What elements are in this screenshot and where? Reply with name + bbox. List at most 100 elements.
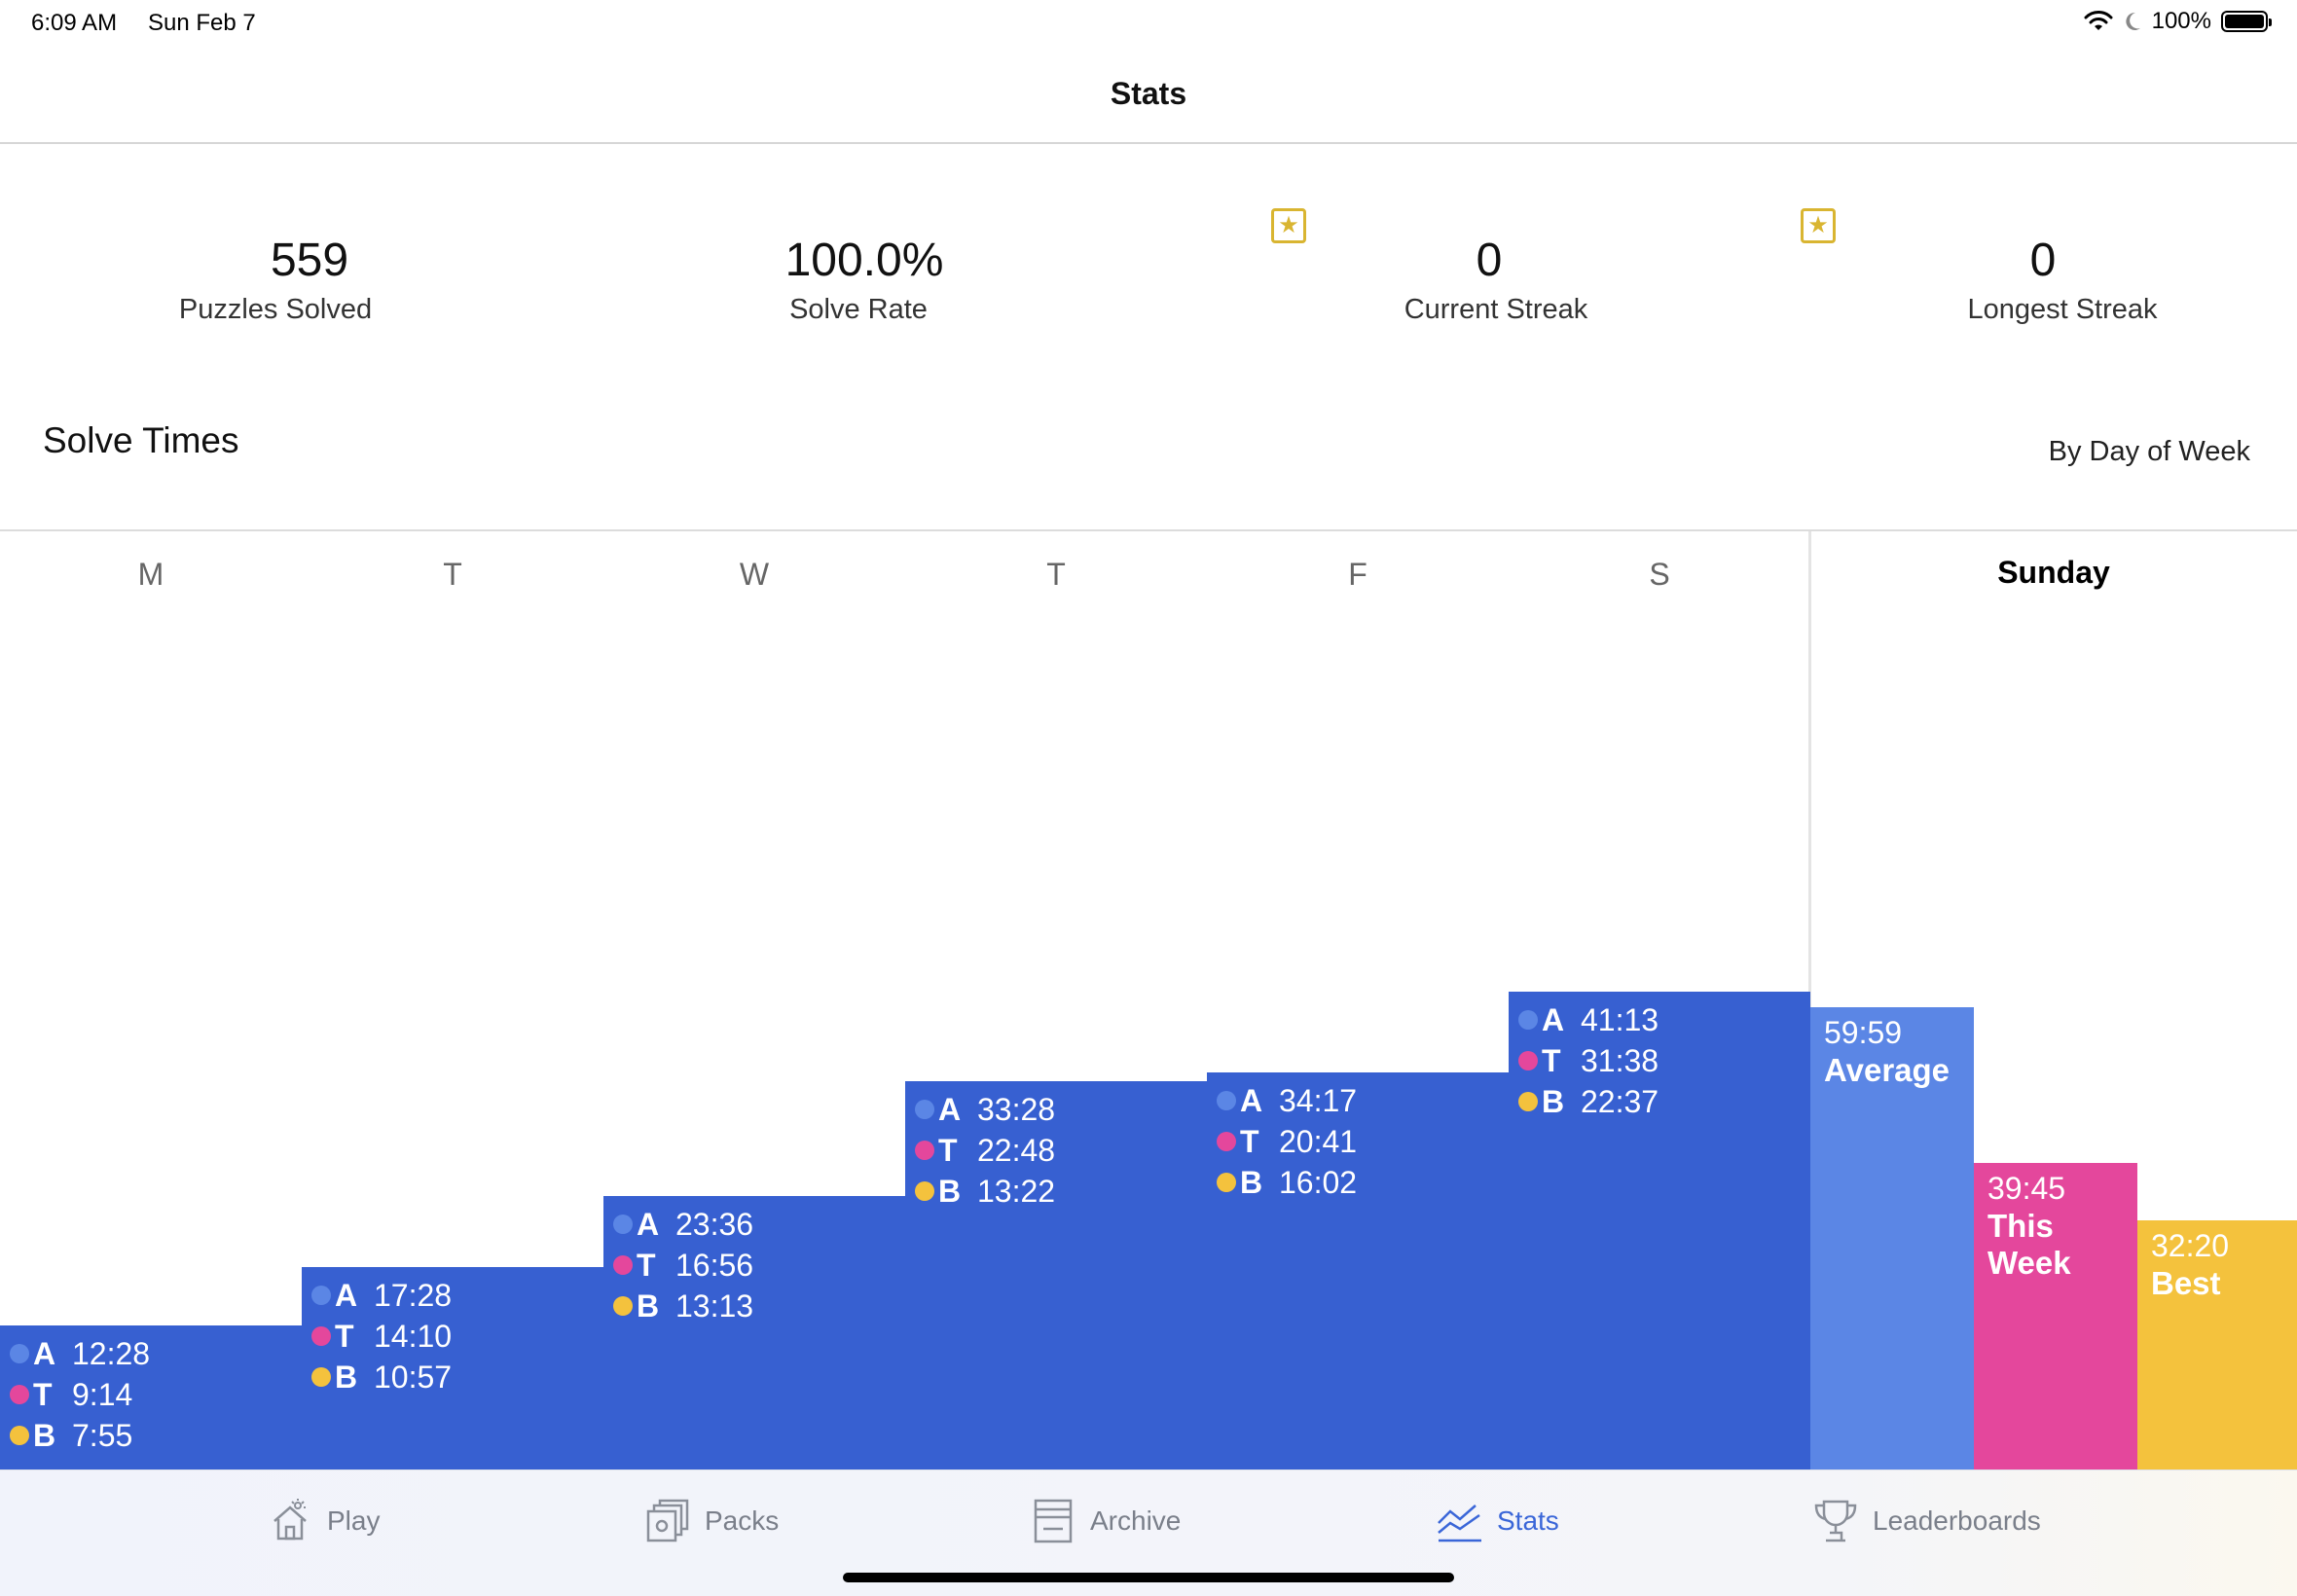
stat-row-this-week: T 9:14: [10, 1374, 150, 1415]
tab-play[interactable]: Play: [267, 1496, 380, 1546]
sunday-best-bar[interactable]: 32:20 Best: [2137, 1220, 2297, 1469]
legend-dot-icon: [1518, 1092, 1538, 1111]
legend-dot-icon: [10, 1426, 29, 1445]
stat-letter: T: [1542, 1042, 1561, 1078]
day-bar[interactable]: A 33:28 T 22:48 B 13:22: [905, 1081, 1207, 1469]
day-label[interactable]: S: [1649, 557, 1670, 592]
day-bar[interactable]: A 17:28 T 14:10 B 10:57: [302, 1267, 603, 1469]
stat-label: Solve Rate: [789, 294, 928, 325]
stat-letter: A: [33, 1335, 56, 1371]
stat-letter: A: [637, 1206, 660, 1242]
home-indicator: [843, 1573, 1454, 1582]
star-icon: ★: [1801, 208, 1836, 243]
stat-value: 559: [270, 235, 349, 286]
battery-icon: [2221, 11, 2272, 32]
legend-dot-icon: [915, 1181, 934, 1201]
stat-row-average: A 33:28: [915, 1089, 1055, 1130]
stats-icon: [1438, 1505, 1481, 1542]
tab-label: Archive: [1090, 1505, 1182, 1536]
stat-row-this-week: T 31:38: [1518, 1040, 1659, 1081]
sunday-this-week-label: This Week: [1987, 1208, 2071, 1281]
divider: [0, 529, 2297, 531]
legend-dot-icon: [613, 1215, 633, 1234]
bar-stats: A 17:28 T 14:10 B 10:57: [311, 1275, 452, 1397]
tab-leaderboards[interactable]: Leaderboards: [1812, 1496, 2041, 1546]
stat-letter: T: [938, 1132, 958, 1168]
legend-dot-icon: [1217, 1173, 1236, 1192]
tab-stats[interactable]: Stats: [1437, 1496, 1559, 1546]
stat-row-this-week: T 20:41: [1217, 1121, 1357, 1162]
stat-row-this-week: T 22:48: [915, 1130, 1055, 1171]
stat-time: 16:02: [1279, 1164, 1358, 1200]
tab-label: Play: [327, 1505, 381, 1536]
stat-row-best: B 22:37: [1518, 1081, 1659, 1122]
solve-times-chart: Sunday 59:59 Average 39:45 This Week 32:…: [0, 531, 2297, 1469]
status-time: 6:09 AM: [31, 10, 118, 36]
sunday-best-label: Best: [2151, 1265, 2221, 1301]
tab-label: Leaderboards: [1873, 1505, 2041, 1536]
stat-value: 0: [2029, 235, 2057, 286]
legend-dot-icon: [613, 1296, 633, 1316]
tab-label: Packs: [705, 1505, 780, 1536]
wifi-icon: [2084, 11, 2113, 30]
sunday-best-time: 32:20: [2151, 1228, 2230, 1263]
page-title: Stats: [1110, 76, 1187, 111]
bar-stats: A 23:36 T 16:56 B 13:13: [613, 1204, 753, 1326]
nav-bar: Stats: [0, 47, 2297, 144]
section-title: Solve Times: [43, 420, 239, 460]
stat-letter: B: [33, 1417, 56, 1453]
star-icon: ★: [1271, 208, 1306, 243]
legend-dot-icon: [915, 1100, 934, 1119]
day-label[interactable]: W: [739, 557, 770, 592]
stat-row-average: A 34:17: [1217, 1080, 1357, 1121]
legend-dot-icon: [311, 1367, 331, 1387]
bar-stats: A 34:17 T 20:41 B 16:02: [1217, 1080, 1357, 1203]
stat-row-best: B 7:55: [10, 1415, 150, 1456]
stat-row-best: B 13:13: [613, 1286, 753, 1326]
stat-row-best: B 13:22: [915, 1171, 1055, 1212]
stat-row-this-week: T 14:10: [311, 1316, 452, 1357]
stat-current-streak: 0 Current Streak: [1253, 232, 1739, 329]
status-bar: 6:09 AM Sun Feb 7 100%: [0, 0, 2297, 47]
stat-time: 12:28: [72, 1335, 151, 1371]
day-bar[interactable]: A 23:36 T 16:56 B 13:13: [603, 1196, 905, 1469]
legend-dot-icon: [10, 1344, 29, 1363]
stat-value: 0: [1476, 235, 1503, 286]
packs-icon: [646, 1499, 689, 1542]
archive-icon: [1034, 1499, 1073, 1543]
day-bar[interactable]: A 12:28 T 9:14 B 7:55: [0, 1325, 302, 1469]
sunday-average-bar[interactable]: 59:59 Average: [1810, 1007, 1974, 1469]
sunday-this-week-text: 39:45 This Week: [1987, 1169, 2104, 1282]
day-label[interactable]: M: [137, 557, 164, 592]
day-label[interactable]: T: [1046, 557, 1066, 592]
stat-time: 22:48: [977, 1132, 1056, 1168]
day-bar[interactable]: A 41:13 T 31:38 B 22:37: [1509, 992, 1810, 1469]
sunday-this-week-time: 39:45: [1987, 1171, 2066, 1206]
legend-dot-icon: [311, 1286, 331, 1305]
moon-icon: [2125, 12, 2140, 30]
tab-archive[interactable]: Archive: [1030, 1496, 1181, 1546]
stat-letter: B: [335, 1359, 358, 1395]
view-mode-selector[interactable]: By Day of Week: [2048, 436, 2250, 467]
sunday-this-week-bar[interactable]: 39:45 This Week: [1974, 1163, 2137, 1469]
tab-label: Stats: [1497, 1505, 1559, 1536]
day-label[interactable]: F: [1348, 557, 1367, 592]
stat-time: 41:13: [1581, 1001, 1659, 1037]
stat-letter: T: [335, 1318, 354, 1354]
legend-dot-icon: [1518, 1051, 1538, 1070]
legend-dot-icon: [1217, 1132, 1236, 1151]
day-label[interactable]: T: [443, 557, 462, 592]
stat-time: 10:57: [374, 1359, 453, 1395]
stat-letter: A: [938, 1091, 962, 1127]
stat-letter: A: [1542, 1001, 1565, 1037]
day-bar[interactable]: A 34:17 T 20:41 B 16:02: [1207, 1072, 1509, 1469]
stat-time: 22:37: [1581, 1083, 1659, 1119]
stat-letter: T: [33, 1376, 53, 1412]
sunday-average-text: 59:59 Average: [1824, 1013, 1950, 1089]
tab-packs[interactable]: Packs: [644, 1496, 779, 1546]
stat-time: 16:56: [675, 1247, 754, 1283]
stat-time: 23:36: [675, 1206, 754, 1242]
stat-letter: B: [938, 1173, 962, 1209]
stat-row-this-week: T 16:56: [613, 1245, 753, 1286]
legend-dot-icon: [311, 1326, 331, 1346]
